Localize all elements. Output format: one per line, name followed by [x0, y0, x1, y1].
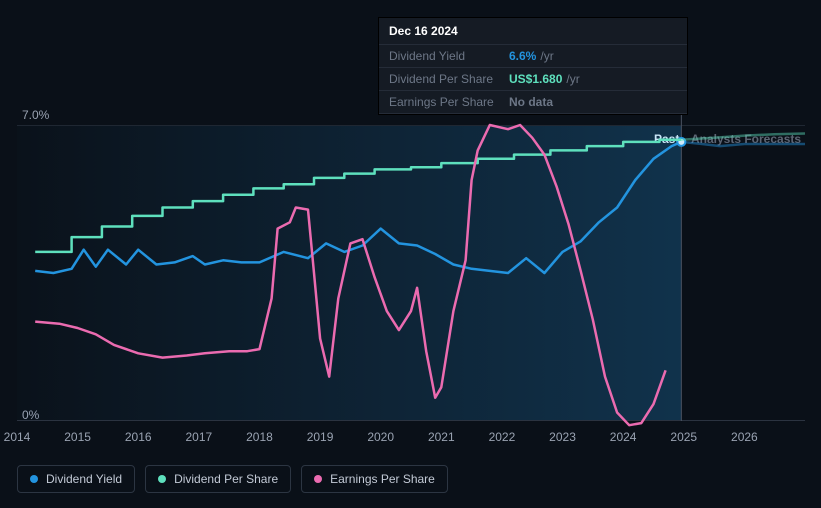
tooltip-row: Dividend Yield6.6% /yr	[379, 45, 687, 68]
series-dividend_yield-future	[681, 142, 805, 146]
x-axis-tick: 2016	[125, 430, 152, 444]
tooltip-row-value: 6.6%	[509, 49, 536, 63]
dividend-chart-container: Dec 16 2024 Dividend Yield6.6%/yrDividen…	[0, 0, 821, 508]
chart-svg	[17, 125, 805, 421]
plot-area	[17, 125, 805, 421]
x-axis-tick: 2015	[64, 430, 91, 444]
x-axis-tick: 2019	[307, 430, 334, 444]
tooltip-date: Dec 16 2024	[379, 18, 687, 45]
series-dividend_per_share-future	[681, 134, 805, 140]
tooltip-row-label: Dividend Per Share	[389, 72, 509, 86]
tooltip-row-value: No data	[509, 95, 553, 109]
legend-dot-icon	[314, 475, 322, 483]
legend-label: Earnings Per Share	[330, 472, 435, 486]
x-axis-tick: 2014	[4, 430, 31, 444]
x-axis-tick: 2024	[610, 430, 637, 444]
tooltip-row: Dividend Per ShareUS$1.680/yr	[379, 68, 687, 91]
x-axis-tick: 2017	[185, 430, 212, 444]
chart-tooltip: Dec 16 2024 Dividend Yield6.6%/yrDividen…	[378, 17, 688, 115]
x-axis-tick: 2021	[428, 430, 455, 444]
legend-dot-icon	[30, 475, 38, 483]
legend-item-earnings_per_share[interactable]: Earnings Per Share	[301, 465, 448, 493]
legend-item-dividend_yield[interactable]: Dividend Yield	[17, 465, 135, 493]
legend-label: Dividend Yield	[46, 472, 122, 486]
tooltip-row-unit: /yr	[566, 72, 579, 86]
legend-item-dividend_per_share[interactable]: Dividend Per Share	[145, 465, 291, 493]
tooltip-row-value: US$1.680	[509, 72, 562, 86]
x-axis-tick: 2025	[670, 430, 697, 444]
x-axis-tick: 2023	[549, 430, 576, 444]
tooltip-row-label: Earnings Per Share	[389, 95, 509, 109]
x-axis-tick: 2026	[731, 430, 758, 444]
x-axis-tick: 2022	[489, 430, 516, 444]
chart-legend: Dividend Yield Dividend Per Share Earnings…	[17, 465, 448, 493]
x-axis-tick: 2018	[246, 430, 273, 444]
legend-dot-icon	[158, 475, 166, 483]
tooltip-row-label: Dividend Yield	[389, 49, 509, 63]
tooltip-row: Earnings Per ShareNo data	[379, 91, 687, 114]
tooltip-row-unit: /yr	[540, 49, 553, 63]
x-axis: 2014201520162017201820192020202120222023…	[17, 430, 805, 450]
y-axis-max-label: 7.0%	[22, 108, 49, 122]
legend-label: Dividend Per Share	[174, 472, 278, 486]
x-axis-tick: 2020	[367, 430, 394, 444]
